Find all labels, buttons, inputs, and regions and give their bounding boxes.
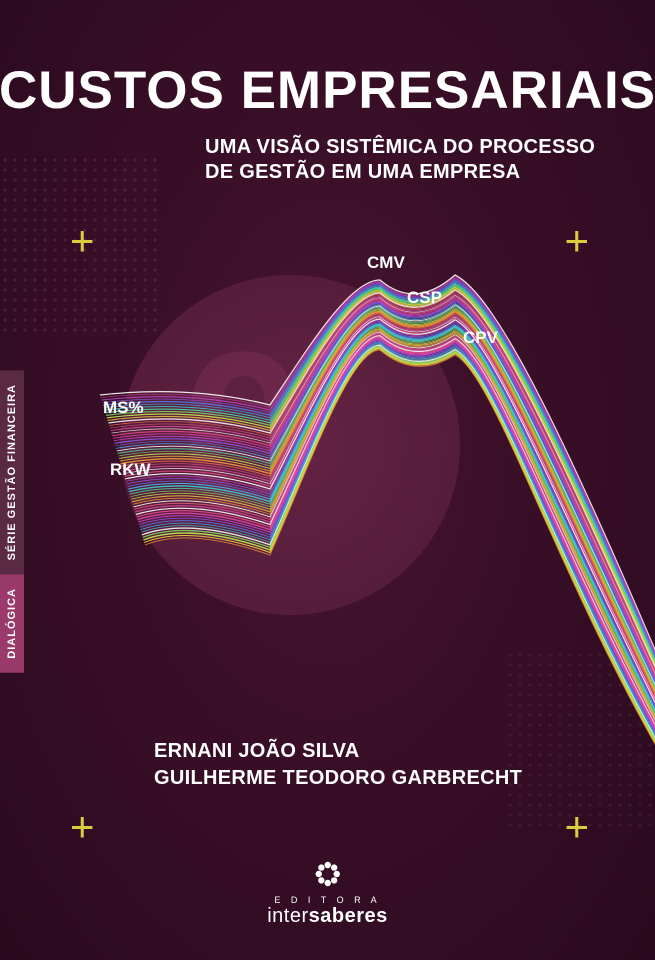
book-cover: 0 CUSTOS EMPRESARIAIS UMA VISÃO SISTÊMIC… xyxy=(0,0,655,960)
spine-tabs: DIALÓGICA SÉRIE GESTÃO FINANCEIRA xyxy=(0,370,24,673)
subtitle-line-2: DE GESTÃO EM UMA EMPRESA xyxy=(205,160,595,185)
plus-icon: + xyxy=(70,220,95,262)
tab-dialogica: DIALÓGICA xyxy=(0,574,24,673)
publisher-editora: E D I T O R A xyxy=(267,895,388,905)
author-1: ERNANI JOÃO SILVA xyxy=(154,738,522,765)
flower-icon xyxy=(267,860,388,893)
background-number: 0 xyxy=(180,300,293,565)
author-2: GUILHERME TEODORO GARBRECHT xyxy=(154,765,522,792)
label-cpv: CPV xyxy=(463,328,498,348)
book-subtitle: UMA VISÃO SISTÊMICA DO PROCESSO DE GESTÃ… xyxy=(205,135,595,185)
publisher-brand: intersaberes xyxy=(267,905,388,928)
book-title: CUSTOS EMPRESARIAIS xyxy=(0,60,655,121)
publisher-logo: E D I T O R A intersaberes xyxy=(267,860,388,928)
label-csp: CSP xyxy=(407,288,442,308)
label-cmv: CMV xyxy=(367,253,405,273)
label-ms: MS% xyxy=(103,398,144,418)
tab-series: SÉRIE GESTÃO FINANCEIRA xyxy=(0,370,24,574)
authors: ERNANI JOÃO SILVA GUILHERME TEODORO GARB… xyxy=(154,738,522,792)
plus-icon: + xyxy=(70,806,95,848)
label-rkw: RKW xyxy=(110,460,151,480)
subtitle-line-1: UMA VISÃO SISTÊMICA DO PROCESSO xyxy=(205,135,595,160)
plus-icon: + xyxy=(564,220,589,262)
plus-icon: + xyxy=(564,806,589,848)
